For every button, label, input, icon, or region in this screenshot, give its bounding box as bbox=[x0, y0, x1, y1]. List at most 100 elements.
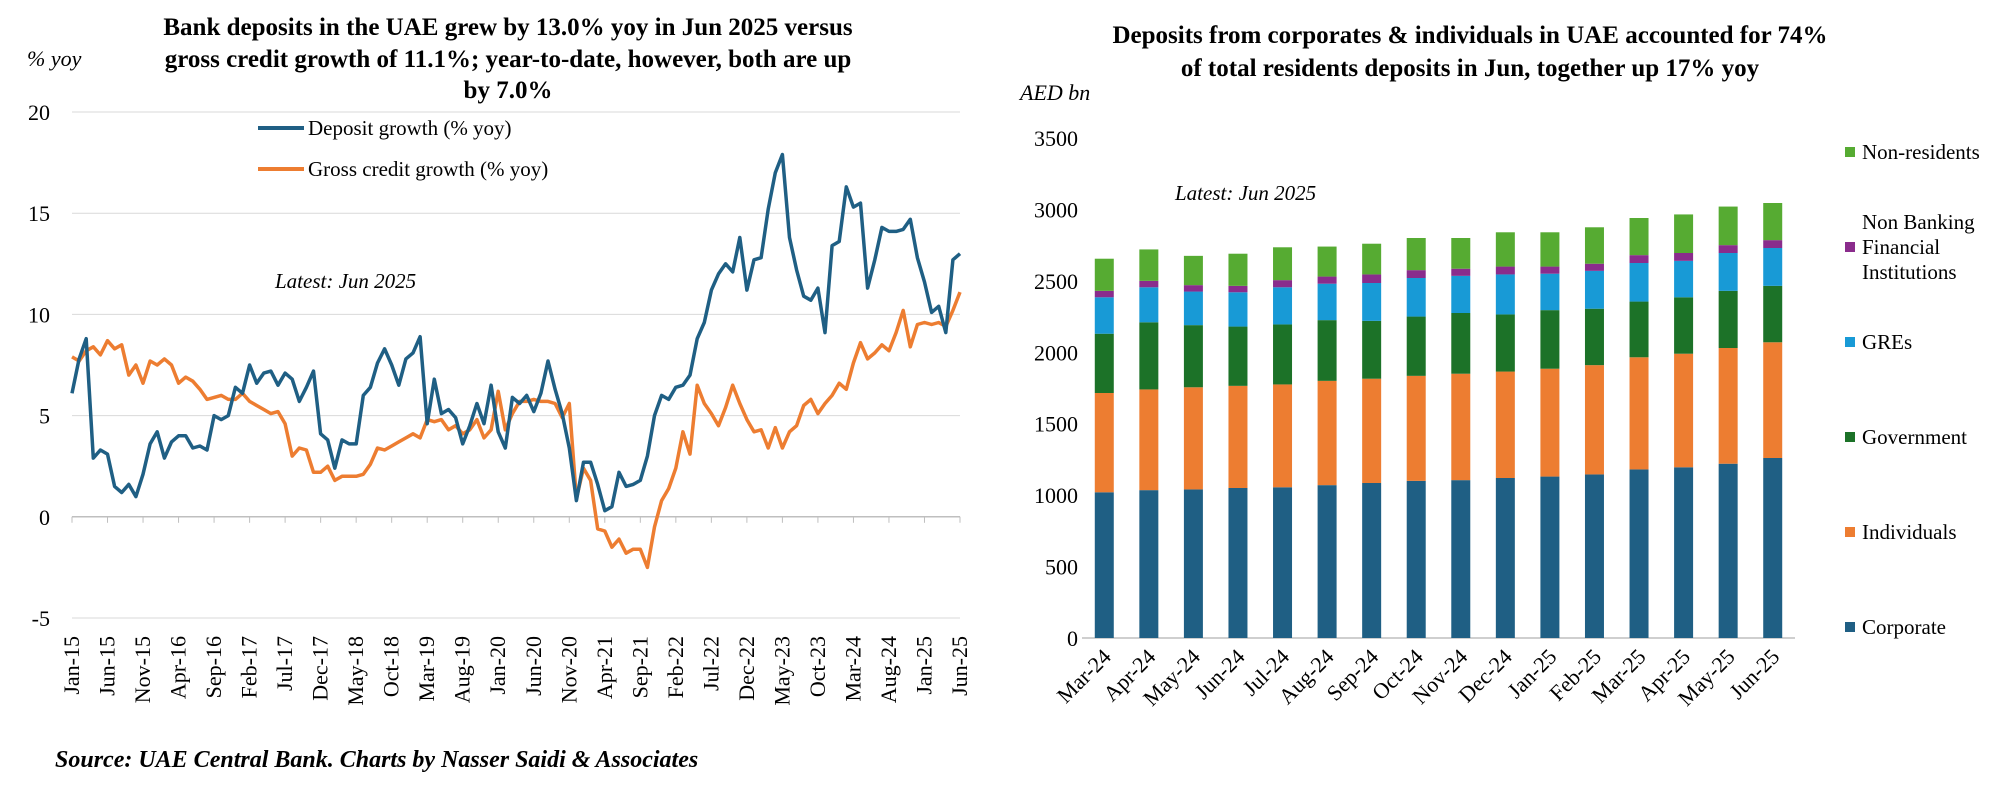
y-tick-label: 3000 bbox=[1034, 197, 1078, 222]
legend-label: Government bbox=[1862, 425, 1967, 449]
x-tick-label: Dec-17 bbox=[308, 636, 333, 701]
bar-segment-government bbox=[1139, 322, 1159, 390]
line-chart-y-unit: % yoy bbox=[27, 46, 82, 71]
bar-segment-individuals bbox=[1763, 342, 1783, 458]
bar-segment-government bbox=[1540, 310, 1560, 369]
credit-growth-line bbox=[71, 291, 962, 570]
source-note: Source: UAE Central Bank. Charts by Nass… bbox=[55, 747, 699, 773]
line-chart-annotation: Latest: Jun 2025 bbox=[274, 269, 416, 293]
x-tick-label: Jan-15 bbox=[59, 636, 84, 695]
bar-segment-non-residents bbox=[1228, 253, 1248, 286]
x-tick-label: Aug-19 bbox=[450, 636, 475, 703]
bar-segment-individuals bbox=[1584, 365, 1604, 475]
bar-segment-corporate bbox=[1540, 476, 1560, 638]
bar-segment-non-residents bbox=[1362, 243, 1382, 275]
x-tick-label: Apr-21 bbox=[592, 636, 617, 699]
bar-segment-corporate bbox=[1228, 488, 1248, 638]
bar-segment-corporate bbox=[1094, 492, 1114, 638]
bar-segment-non-banking-financial-institutions bbox=[1763, 240, 1783, 248]
line-chart-title-line-2: gross credit growth of 11.1%; year-to-da… bbox=[165, 46, 852, 73]
bar-segment-government bbox=[1584, 308, 1604, 366]
bar-segment-corporate bbox=[1674, 467, 1694, 638]
bar-segment-government bbox=[1183, 325, 1203, 388]
bar-segment-government bbox=[1495, 314, 1515, 372]
x-tick-label: Sep-24 bbox=[1321, 644, 1383, 706]
legend-label: Non Banking bbox=[1862, 210, 1975, 234]
x-tick-label: Nov-20 bbox=[556, 636, 581, 703]
bar-segment-non-residents bbox=[1406, 238, 1426, 271]
bar-segment-individuals bbox=[1674, 353, 1694, 468]
y-tick-label: 1500 bbox=[1034, 412, 1078, 437]
x-tick-label: Jun-20 bbox=[521, 636, 546, 696]
bar-segment-corporate bbox=[1584, 474, 1604, 638]
bar-chart-y-unit: AED bn bbox=[1018, 80, 1090, 105]
x-tick-label: Jun-25 bbox=[1724, 644, 1784, 704]
x-tick-label: Mar-24 bbox=[840, 636, 865, 702]
x-tick-label: Jul-22 bbox=[698, 636, 723, 691]
bar-segment-individuals bbox=[1406, 375, 1426, 481]
bar-segment-gres bbox=[1273, 287, 1293, 325]
bar-segment-corporate bbox=[1183, 489, 1203, 638]
bar-segment-non-residents bbox=[1139, 249, 1159, 281]
bar-segment-non-residents bbox=[1674, 214, 1694, 253]
line-chart-title-line-3: by 7.0% bbox=[464, 77, 553, 104]
legend-swatch bbox=[1845, 622, 1855, 632]
bar-segment-non-banking-financial-institutions bbox=[1629, 255, 1649, 263]
y-tick-label: 3500 bbox=[1034, 126, 1078, 151]
line-chart-y-tick-labels: -5 0 5 10 15 20 bbox=[28, 100, 50, 631]
x-tick-label: May-23 bbox=[769, 636, 794, 706]
bar-chart-x-tick-labels: Mar-24Apr-24May-24Jun-24Jul-24Aug-24Sep-… bbox=[1052, 644, 1784, 711]
bar-segment-government bbox=[1674, 297, 1694, 354]
x-tick-label: Dec-22 bbox=[734, 636, 759, 701]
bar-segment-gres bbox=[1495, 274, 1515, 315]
bar-segment-non-residents bbox=[1317, 246, 1337, 277]
bar-segment-corporate bbox=[1406, 480, 1426, 638]
bar-segment-non-banking-financial-institutions bbox=[1183, 285, 1203, 292]
bar-segment-non-residents bbox=[1495, 232, 1515, 267]
bar-segment-gres bbox=[1674, 260, 1694, 298]
x-tick-label: Jan-20 bbox=[485, 636, 510, 695]
legend-label: Corporate bbox=[1862, 615, 1946, 639]
bar-segment-non-residents bbox=[1718, 206, 1738, 246]
bar-segment-non-banking-financial-institutions bbox=[1674, 253, 1694, 261]
y-tick-label: 1000 bbox=[1034, 483, 1078, 508]
bar-segment-non-banking-financial-institutions bbox=[1094, 290, 1114, 298]
bar-segment-corporate bbox=[1451, 480, 1471, 638]
x-tick-label: Mar-24 bbox=[1052, 644, 1116, 708]
bar-segment-government bbox=[1451, 313, 1471, 374]
bar-segment-government bbox=[1763, 285, 1783, 343]
bar-segment-gres bbox=[1183, 291, 1203, 326]
line-chart-series bbox=[70, 152, 962, 570]
legend-swatch bbox=[1845, 147, 1855, 157]
bar-segment-non-banking-financial-institutions bbox=[1139, 280, 1159, 288]
bar-segment-non-banking-financial-institutions bbox=[1495, 266, 1515, 275]
bar-segment-corporate bbox=[1362, 483, 1382, 638]
legend-swatch bbox=[1845, 337, 1855, 347]
bar-segment-government bbox=[1718, 290, 1738, 348]
bar-segment-non-banking-financial-institutions bbox=[1317, 276, 1337, 284]
bar-segment-government bbox=[1362, 320, 1382, 379]
legend-label: GREs bbox=[1862, 330, 1912, 354]
x-tick-label: Oct-23 bbox=[805, 636, 830, 697]
legend-label: Institutions bbox=[1862, 260, 1957, 284]
y-tick-label: 20 bbox=[28, 100, 50, 125]
bar-segment-non-banking-financial-institutions bbox=[1718, 245, 1738, 253]
bar-segment-individuals bbox=[1362, 378, 1382, 483]
bar-chart-title-line-2: of total residents deposits in Jun, toge… bbox=[1181, 55, 1760, 82]
legend-swatch bbox=[1845, 432, 1855, 442]
x-tick-label: Sep-16 bbox=[201, 636, 226, 698]
y-tick-label: 500 bbox=[1045, 555, 1078, 580]
bar-segment-gres bbox=[1629, 263, 1649, 302]
bar-segment-government bbox=[1629, 301, 1649, 358]
bar-segment-individuals bbox=[1183, 387, 1203, 490]
line-chart-x-tick-labels: Jan-15 Jun-15 Nov-15 Apr-16 Sep-16 Feb-17 Jul-… bbox=[59, 636, 972, 706]
y-tick-label: 0 bbox=[1067, 626, 1078, 651]
bar-segment-individuals bbox=[1451, 373, 1471, 481]
bar-segment-corporate bbox=[1629, 469, 1649, 638]
bar-segment-individuals bbox=[1540, 368, 1560, 477]
bar-segment-individuals bbox=[1495, 371, 1515, 478]
bar-segment-individuals bbox=[1228, 385, 1248, 488]
bar-segment-corporate bbox=[1317, 485, 1337, 638]
x-tick-label: May-18 bbox=[343, 636, 368, 706]
